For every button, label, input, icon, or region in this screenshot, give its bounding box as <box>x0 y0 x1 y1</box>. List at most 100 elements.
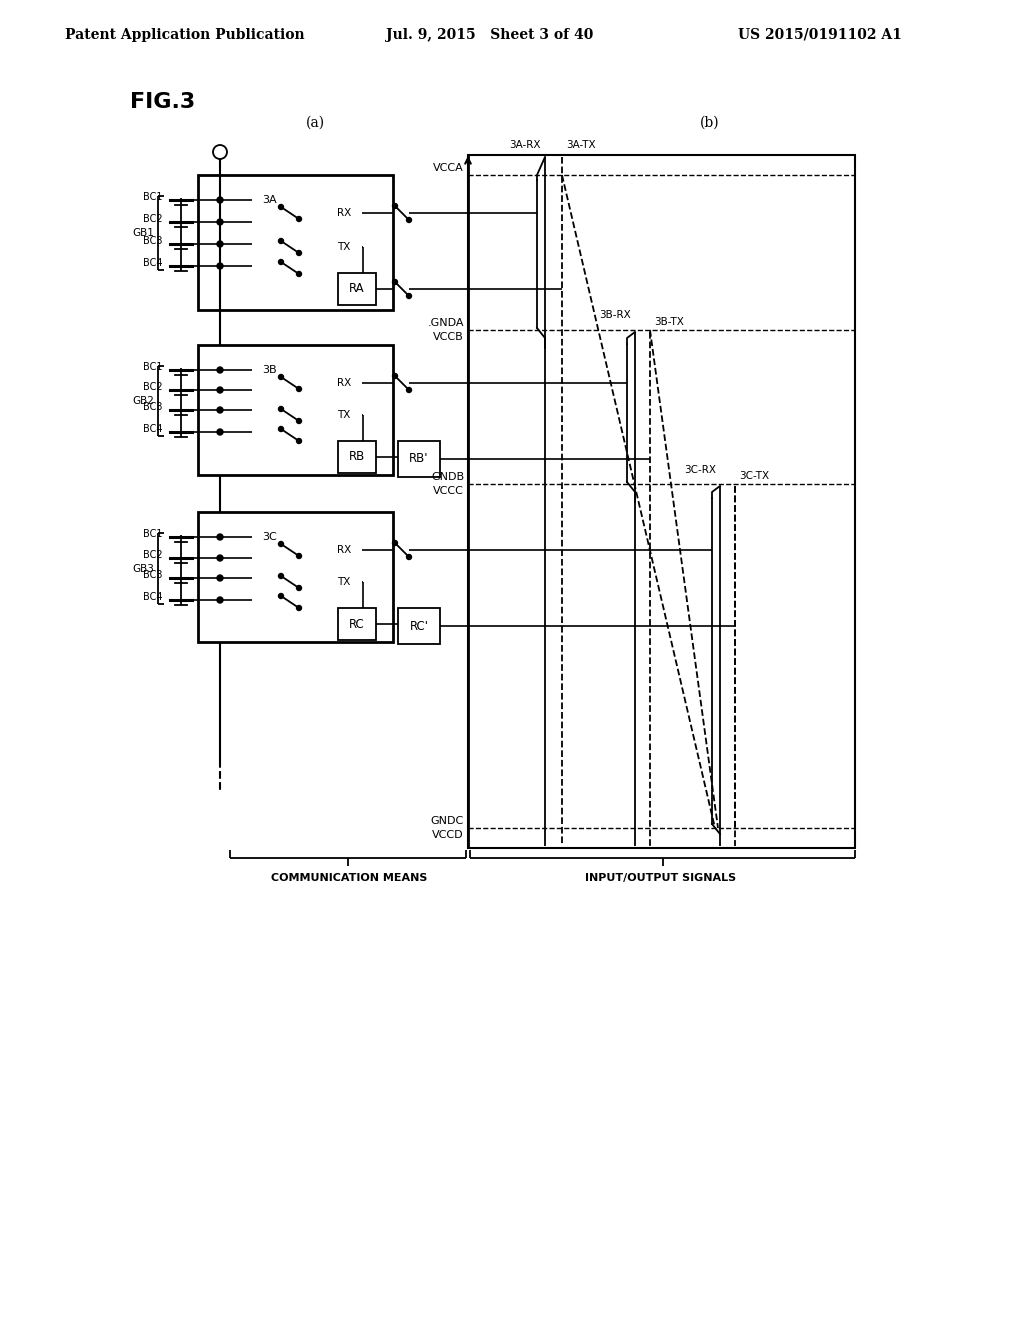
Circle shape <box>279 594 284 598</box>
Text: INPUT/OUTPUT SIGNALS: INPUT/OUTPUT SIGNALS <box>586 873 736 883</box>
Circle shape <box>297 418 301 424</box>
Bar <box>252 185 362 300</box>
Circle shape <box>279 239 284 243</box>
Text: BC3: BC3 <box>143 236 163 246</box>
Text: 3C: 3C <box>262 532 276 543</box>
Circle shape <box>407 388 412 392</box>
Text: 3B: 3B <box>262 366 276 375</box>
Text: GNDC: GNDC <box>431 816 464 826</box>
Circle shape <box>217 535 223 540</box>
Circle shape <box>279 407 284 412</box>
Text: RC: RC <box>349 618 365 631</box>
Circle shape <box>297 251 301 256</box>
Text: BC4: BC4 <box>143 257 163 268</box>
Text: Jul. 9, 2015   Sheet 3 of 40: Jul. 9, 2015 Sheet 3 of 40 <box>386 28 594 42</box>
Circle shape <box>217 429 223 436</box>
Text: GNDB: GNDB <box>431 473 464 482</box>
Text: Patent Application Publication: Patent Application Publication <box>66 28 305 42</box>
Text: FIG.3: FIG.3 <box>130 92 196 112</box>
Bar <box>198 176 393 310</box>
Text: GB1: GB1 <box>132 228 154 238</box>
Circle shape <box>297 438 301 444</box>
Circle shape <box>297 272 301 276</box>
Text: VCCD: VCCD <box>432 830 464 840</box>
Text: 3C-RX: 3C-RX <box>684 465 716 475</box>
Circle shape <box>392 374 397 379</box>
Circle shape <box>392 540 397 545</box>
Bar <box>198 345 393 475</box>
Text: RB: RB <box>349 450 366 463</box>
Text: RX: RX <box>337 378 351 388</box>
Text: BC2: BC2 <box>143 381 163 392</box>
Circle shape <box>217 197 223 203</box>
Text: COMMUNICATION MEANS: COMMUNICATION MEANS <box>270 873 427 883</box>
Bar <box>338 441 376 473</box>
Text: 3A-TX: 3A-TX <box>566 140 596 150</box>
Bar <box>252 521 362 632</box>
Circle shape <box>297 216 301 222</box>
Text: TX: TX <box>337 577 350 587</box>
Text: BC3: BC3 <box>143 570 163 579</box>
Circle shape <box>217 407 223 413</box>
Circle shape <box>279 426 284 432</box>
Text: RA: RA <box>349 282 365 296</box>
Text: BC4: BC4 <box>143 424 163 434</box>
Text: 3B-RX: 3B-RX <box>599 310 631 319</box>
Circle shape <box>279 205 284 210</box>
Circle shape <box>217 242 223 247</box>
Text: RX: RX <box>337 209 351 218</box>
Text: GB2: GB2 <box>132 396 154 407</box>
Text: VCCA: VCCA <box>433 162 464 173</box>
Circle shape <box>217 597 223 603</box>
Text: RC': RC' <box>410 619 428 632</box>
Circle shape <box>297 586 301 590</box>
Text: 3A-RX: 3A-RX <box>510 140 541 150</box>
Text: BC1: BC1 <box>143 529 163 539</box>
Bar <box>468 154 855 847</box>
Bar <box>398 609 440 644</box>
Text: VCCC: VCCC <box>433 486 464 496</box>
Circle shape <box>217 367 223 374</box>
Text: BC4: BC4 <box>143 591 163 602</box>
Bar <box>338 273 376 305</box>
Text: 3C-TX: 3C-TX <box>739 471 769 480</box>
Text: RX: RX <box>337 545 351 554</box>
Text: 3A: 3A <box>262 195 276 205</box>
Text: RB': RB' <box>410 453 429 466</box>
Circle shape <box>279 375 284 380</box>
Circle shape <box>217 387 223 393</box>
Circle shape <box>279 541 284 546</box>
Circle shape <box>279 260 284 264</box>
Circle shape <box>407 218 412 223</box>
Text: BC2: BC2 <box>143 550 163 560</box>
Bar <box>398 441 440 477</box>
Circle shape <box>279 573 284 578</box>
Text: VCCB: VCCB <box>433 333 464 342</box>
Text: BC1: BC1 <box>143 362 163 372</box>
Text: .GNDA: .GNDA <box>427 318 464 327</box>
Text: GB3: GB3 <box>132 564 154 573</box>
Circle shape <box>217 576 223 581</box>
Circle shape <box>297 553 301 558</box>
Text: US 2015/0191102 A1: US 2015/0191102 A1 <box>738 28 902 42</box>
Text: (b): (b) <box>700 116 720 129</box>
Text: TX: TX <box>337 242 350 252</box>
Text: BC3: BC3 <box>143 403 163 412</box>
Circle shape <box>217 219 223 224</box>
Text: BC2: BC2 <box>143 214 163 224</box>
Circle shape <box>407 554 412 560</box>
Circle shape <box>392 280 397 285</box>
Text: 3B-TX: 3B-TX <box>654 317 684 327</box>
Circle shape <box>392 203 397 209</box>
Circle shape <box>297 606 301 610</box>
Text: BC1: BC1 <box>143 191 163 202</box>
Circle shape <box>407 293 412 298</box>
Text: TX: TX <box>337 411 350 420</box>
Bar <box>338 609 376 640</box>
Bar <box>252 355 362 465</box>
Circle shape <box>217 263 223 269</box>
Circle shape <box>297 387 301 392</box>
Text: (a): (a) <box>305 116 325 129</box>
Bar <box>198 512 393 642</box>
Circle shape <box>217 554 223 561</box>
